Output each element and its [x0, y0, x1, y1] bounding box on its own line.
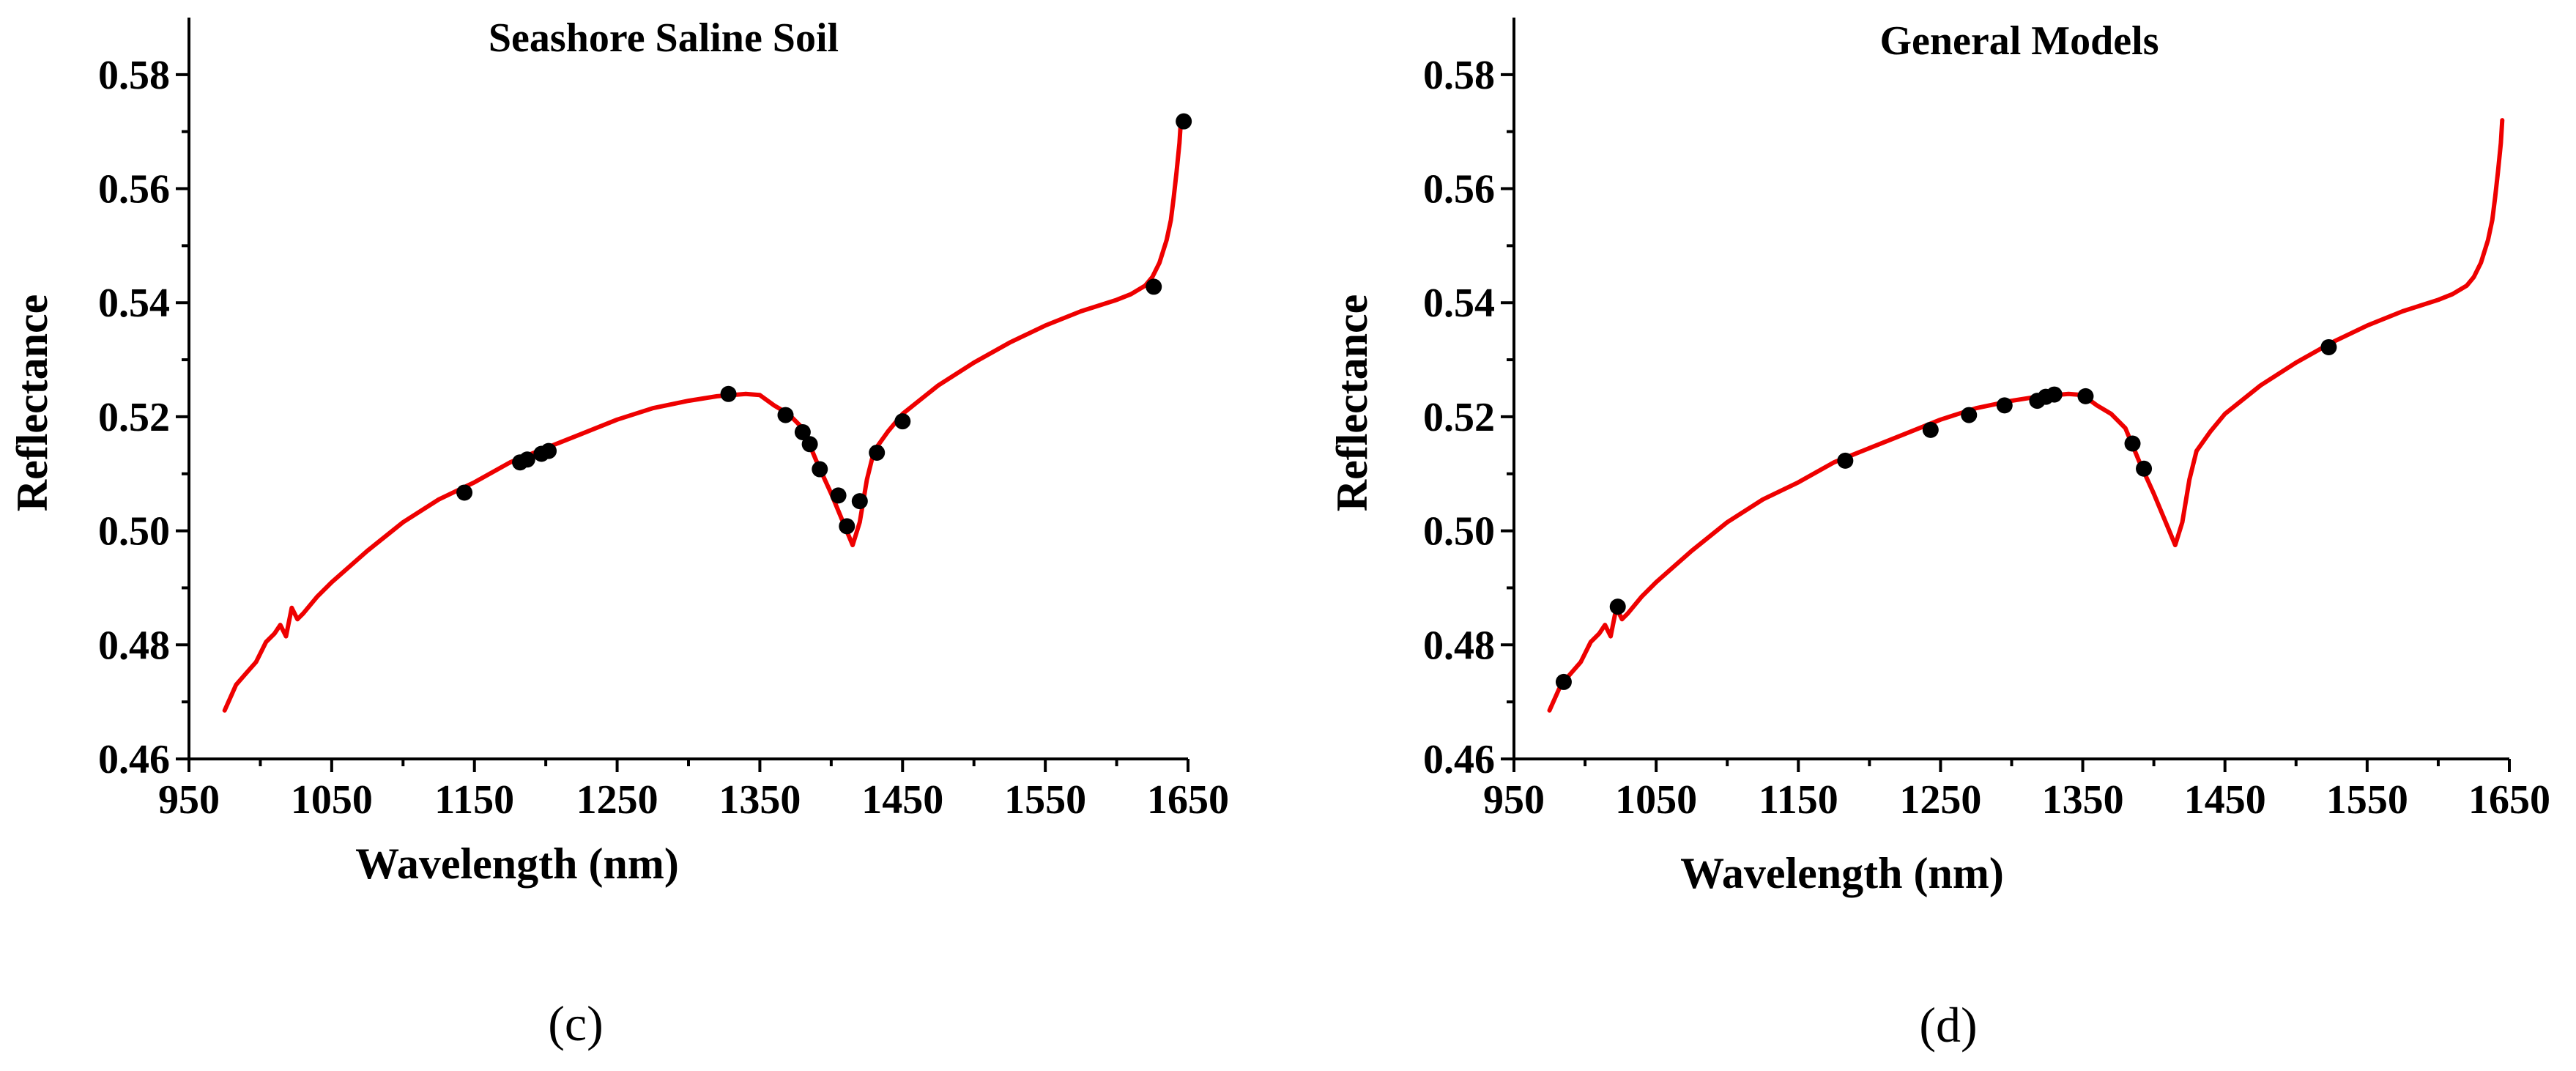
plot-area: 0.46 0.48 0.50 0.52 0.54 0.56 0.58 950 1050 1150 1… — [1423, 18, 2550, 823]
y-tick-label: 0.58 — [1423, 53, 1495, 98]
x-tick-label: 1050 — [1615, 777, 1697, 823]
x-tick-label: 1250 — [576, 777, 658, 823]
y-tick-label: 0.48 — [1423, 623, 1495, 668]
selected-wavelength-point — [851, 493, 868, 510]
x-tick-label: 1550 — [2326, 777, 2408, 823]
selected-wavelength-point — [1146, 278, 1162, 295]
x-tick-label: 1650 — [1147, 777, 1229, 823]
selected-wavelength-point — [2046, 386, 2063, 403]
chart-title: General Models — [1879, 18, 2159, 64]
selected-wavelength-point — [812, 461, 828, 478]
selected-wavelength-point — [2320, 338, 2337, 355]
x-tick-label: 950 — [1483, 777, 1545, 823]
y-tick-label: 0.50 — [1423, 509, 1495, 555]
selected-wavelength-point — [2077, 388, 2094, 404]
x-tick-label: 1250 — [1899, 777, 1981, 823]
selected-wavelength-point — [1837, 452, 1854, 469]
x-tick-label: 950 — [158, 777, 220, 823]
selected-wavelength-point — [1555, 673, 1572, 690]
panel-caption: (c) — [548, 996, 603, 1051]
selected-wavelength-point — [1996, 397, 2013, 414]
x-axis-label: Wavelength (nm) — [355, 840, 679, 888]
selected-wavelength-point — [1176, 113, 1192, 130]
selected-wavelength-point — [1609, 598, 1626, 615]
selected-wavelength-point — [869, 444, 886, 461]
selected-wavelength-point — [720, 385, 737, 402]
selected-wavelength-point — [777, 407, 794, 423]
selected-wavelength-point — [541, 442, 557, 459]
chart-seashore-saline-soil: Seashore Saline Soil Wavelength (nm) Ref… — [8, 15, 1229, 1051]
spectrum-line — [1547, 118, 2505, 713]
selected-wavelength-point — [2136, 460, 2153, 477]
y-tick-label: 0.54 — [1423, 281, 1495, 326]
selected-wavelength-point — [1922, 421, 1939, 438]
y-tick-label: 0.46 — [98, 737, 170, 782]
x-tick-label: 1050 — [291, 777, 373, 823]
y-axis-label: Reflectance — [1328, 294, 1376, 511]
selected-wavelength-point — [894, 413, 911, 430]
y-tick-label: 0.56 — [98, 167, 170, 212]
x-axis-label: Wavelength (nm) — [1680, 849, 2004, 897]
y-axis-label: Reflectance — [8, 294, 56, 511]
y-tick-label: 0.58 — [98, 53, 170, 98]
x-tick-label: 1350 — [719, 777, 801, 823]
selected-wavelength-point — [1961, 407, 1978, 423]
x-tick-label: 1450 — [861, 777, 943, 823]
selected-wavelength-point — [801, 436, 818, 453]
plot-area: 0.46 0.48 0.50 0.52 0.54 0.56 0.58 950 1050 1150 1… — [98, 18, 1229, 823]
selected-wavelength-point — [2124, 435, 2141, 452]
x-tick-label: 1150 — [434, 777, 514, 823]
selected-wavelength-point — [794, 423, 811, 440]
selected-wavelength-point — [839, 518, 855, 535]
x-tick-label: 1650 — [2468, 777, 2550, 823]
chart-title: Seashore Saline Soil — [489, 15, 839, 61]
selected-wavelength-point — [456, 484, 473, 501]
x-tick-label: 1350 — [2042, 777, 2124, 823]
x-tick-label: 1550 — [1004, 777, 1086, 823]
chart-general-models: General Models Wavelength (nm) Reflectan… — [1328, 18, 2550, 1053]
x-tick-label: 1450 — [2184, 777, 2266, 823]
x-tick-label: 1150 — [1759, 777, 1838, 823]
selected-wavelength-point — [519, 451, 535, 468]
selected-wavelength-point — [830, 487, 847, 504]
y-tick-label: 0.46 — [1423, 737, 1495, 782]
y-tick-label: 0.48 — [98, 623, 170, 668]
y-tick-label: 0.52 — [1423, 395, 1495, 440]
y-tick-label: 0.50 — [98, 509, 170, 555]
panel-caption: (d) — [1919, 997, 1977, 1053]
y-tick-label: 0.52 — [98, 395, 170, 440]
y-tick-label: 0.56 — [1423, 167, 1495, 212]
y-tick-label: 0.54 — [98, 281, 170, 326]
